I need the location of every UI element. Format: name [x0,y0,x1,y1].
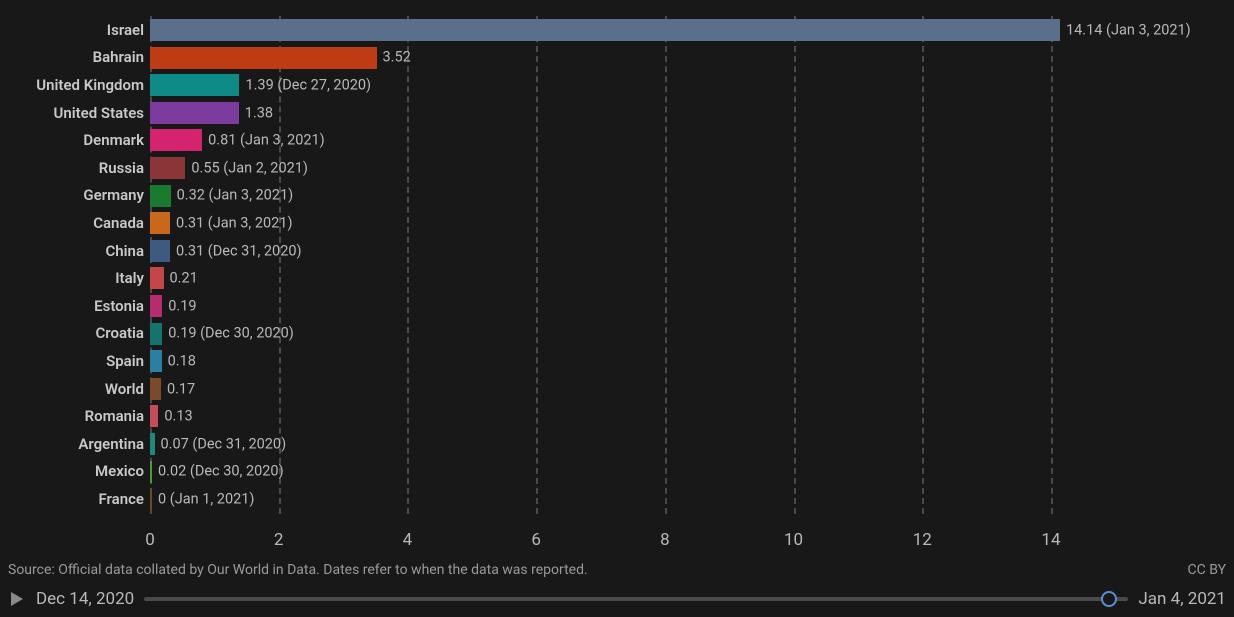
bar-row: United States1.38 [150,99,1060,127]
timeline: Dec 14, 2020 Jan 4, 2021 [8,586,1226,612]
bar-row: Bahrain3.52 [150,44,1060,72]
bar-country-label: Denmark [4,131,144,149]
bar-value-label: 1.38 [245,104,273,121]
bar-value-label: 0.13 [164,408,192,425]
bar-value-label: 3.52 [383,49,411,66]
bar-rect[interactable] [150,212,170,234]
bar-row: China0.31 (Dec 31, 2020) [150,237,1060,265]
bar-row: Italy0.21 [150,264,1060,292]
bar-country-label: Germany [4,186,144,204]
bar-country-label: World [4,380,144,398]
bar-rect[interactable] [150,433,155,455]
bar-rect[interactable] [150,129,202,151]
bar-value-label: 0 (Jan 1, 2021) [158,490,254,507]
bar-country-label: Mexico [4,462,144,480]
bar-country-label: Bahrain [4,48,144,66]
x-tick-label: 0 [145,530,155,550]
bar-rect[interactable] [150,295,162,317]
bar-row: France0 (Jan 1, 2021) [150,485,1060,513]
bar-row: Estonia0.19 [150,292,1060,320]
bar-value-label: 0.02 (Dec 30, 2020) [158,463,284,480]
bar-row: Mexico0.02 (Dec 30, 2020) [150,458,1060,486]
x-tick-label: 2 [274,530,284,550]
bar-rect[interactable] [150,102,239,124]
bar-country-label: Russia [4,159,144,177]
bar-value-label: 0.19 (Dec 30, 2020) [168,325,294,342]
bar-row: Romania0.13 [150,402,1060,430]
bar-rect[interactable] [150,323,162,345]
x-tick-label: 6 [531,530,541,550]
chart-container: 02468101214 Israel14.14 (Jan 3, 2021)Bah… [0,0,1234,617]
timeline-end-date: Jan 4, 2021 [1138,589,1226,609]
bar-country-label: United Kingdom [4,76,144,94]
bar-country-label: Spain [4,352,144,370]
bar-value-label: 1.39 (Dec 27, 2020) [245,76,371,93]
bar-value-label: 0.21 [170,270,198,287]
bar-rect[interactable] [150,350,162,372]
bar-rect[interactable] [150,240,170,262]
bar-value-label: 0.07 (Dec 31, 2020) [161,435,287,452]
bar-country-label: Estonia [4,297,144,315]
bar-rect[interactable] [150,378,161,400]
x-tick-label: 4 [403,530,413,550]
bar-row: Argentina0.07 (Dec 31, 2020) [150,430,1060,458]
bar-row: Denmark0.81 (Jan 3, 2021) [150,126,1060,154]
bar-country-label: Argentina [4,435,144,453]
x-tick-label: 14 [1041,530,1060,550]
x-axis: 02468101214 [150,530,1060,556]
bar-value-label: 0.31 (Jan 3, 2021) [176,214,293,231]
bar-row: Russia0.55 (Jan 2, 2021) [150,154,1060,182]
bar-country-label: United States [4,104,144,122]
bar-rect[interactable] [150,185,171,207]
bar-value-label: 0.55 (Jan 2, 2021) [191,159,308,176]
x-tick-label: 10 [784,530,803,550]
bar-value-label: 0.18 [168,352,196,369]
bar-row: Spain0.18 [150,347,1060,375]
bar-rect[interactable] [150,488,152,510]
bar-country-label: Israel [4,21,144,39]
x-tick-label: 12 [913,530,932,550]
bar-country-label: Croatia [4,324,144,342]
bar-rect[interactable] [150,267,164,289]
bar-rect[interactable] [150,461,152,483]
bar-row: Croatia0.19 (Dec 30, 2020) [150,320,1060,348]
bar-rect[interactable] [150,74,239,96]
source-row: Source: Official data collated by Our Wo… [8,562,1226,578]
bar-row: Canada0.31 (Jan 3, 2021) [150,209,1060,237]
bar-country-label: Italy [4,269,144,287]
bar-rect[interactable] [150,47,377,69]
source-text: Source: Official data collated by Our Wo… [8,562,588,578]
bar-value-label: 0.32 (Jan 3, 2021) [177,187,294,204]
timeline-handle[interactable] [1101,591,1117,607]
bar-rect[interactable] [150,19,1060,41]
bar-value-label: 0.81 (Jan 3, 2021) [208,132,325,149]
bar-country-label: France [4,490,144,508]
bar-value-label: 0.19 [168,297,196,314]
timeline-track[interactable] [144,597,1128,601]
bars-group: Israel14.14 (Jan 3, 2021)Bahrain3.52Unit… [150,16,1060,513]
bar-rect[interactable] [150,405,158,427]
bar-row: United Kingdom1.39 (Dec 27, 2020) [150,71,1060,99]
bar-country-label: Canada [4,214,144,232]
x-tick-label: 8 [660,530,670,550]
bar-country-label: China [4,242,144,260]
bar-value-label: 0.31 (Dec 31, 2020) [176,242,302,259]
license-text: CC BY [1188,562,1226,578]
play-icon[interactable] [8,590,26,608]
bar-row: Germany0.32 (Jan 3, 2021) [150,182,1060,210]
bar-country-label: Romania [4,407,144,425]
bar-row: Israel14.14 (Jan 3, 2021) [150,16,1060,44]
bar-row: World0.17 [150,375,1060,403]
bar-value-label: 0.17 [167,380,195,397]
bar-value-label: 14.14 (Jan 3, 2021) [1066,21,1191,38]
timeline-start-date: Dec 14, 2020 [36,589,134,609]
bar-rect[interactable] [150,157,185,179]
